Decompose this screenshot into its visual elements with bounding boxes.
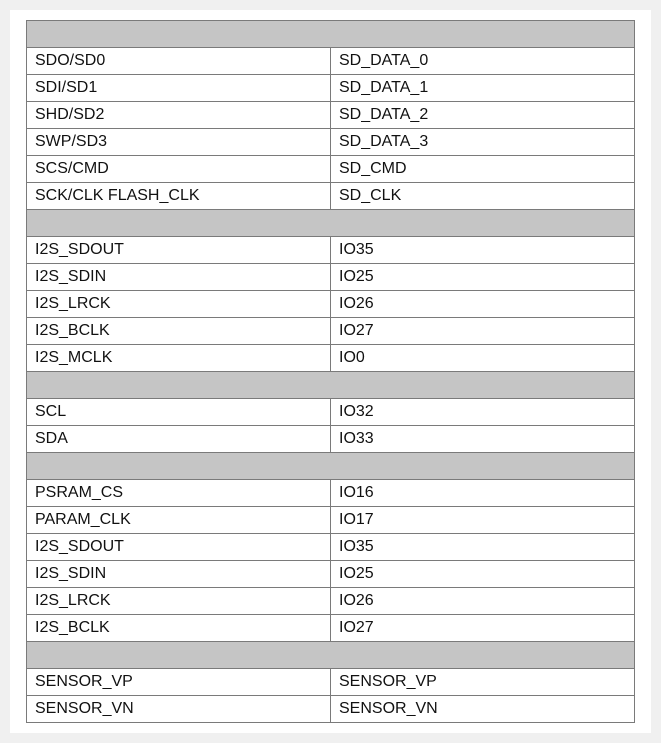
pin-name-cell: PSRAM_CS (27, 480, 331, 507)
table-row: SCS/CMDSD_CMD (27, 156, 635, 183)
table-row: I2S_BCLKIO27 (27, 318, 635, 345)
section-header-cell (27, 210, 635, 237)
signal-name-cell: IO32 (331, 399, 635, 426)
pin-name-cell: I2S_LRCK (27, 588, 331, 615)
pin-name-cell: SCL (27, 399, 331, 426)
signal-name-cell: SD_DATA_0 (331, 48, 635, 75)
section-header-row (27, 210, 635, 237)
signal-name-cell: IO26 (331, 291, 635, 318)
table-row: I2S_LRCKIO26 (27, 291, 635, 318)
signal-name-cell: SD_DATA_3 (331, 129, 635, 156)
pin-name-cell: SCS/CMD (27, 156, 331, 183)
pin-name-cell: I2S_LRCK (27, 291, 331, 318)
section-header-row (27, 372, 635, 399)
pin-name-cell: SDO/SD0 (27, 48, 331, 75)
section-header-row (27, 453, 635, 480)
signal-name-cell: IO0 (331, 345, 635, 372)
pin-name-cell: SCK/CLK FLASH_CLK (27, 183, 331, 210)
pin-name-cell: PARAM_CLK (27, 507, 331, 534)
signal-name-cell: SD_CMD (331, 156, 635, 183)
table-row: SWP/SD3SD_DATA_3 (27, 129, 635, 156)
table-row: PARAM_CLKIO17 (27, 507, 635, 534)
signal-name-cell: IO35 (331, 534, 635, 561)
table-row: PSRAM_CSIO16 (27, 480, 635, 507)
table-row: SENSOR_VNSENSOR_VN (27, 696, 635, 723)
pin-name-cell: SDI/SD1 (27, 75, 331, 102)
pin-mapping-table: SDO/SD0SD_DATA_0SDI/SD1SD_DATA_1SHD/SD2S… (26, 20, 635, 723)
signal-name-cell: SD_CLK (331, 183, 635, 210)
pin-name-cell: SWP/SD3 (27, 129, 331, 156)
table-row: I2S_LRCKIO26 (27, 588, 635, 615)
pin-name-cell: SENSOR_VP (27, 669, 331, 696)
pin-name-cell: I2S_SDOUT (27, 534, 331, 561)
signal-name-cell: SENSOR_VP (331, 669, 635, 696)
section-header-cell (27, 372, 635, 399)
table-row: SDI/SD1SD_DATA_1 (27, 75, 635, 102)
table-row: I2S_SDINIO25 (27, 561, 635, 588)
signal-name-cell: IO26 (331, 588, 635, 615)
section-header-row (27, 21, 635, 48)
table-row: I2S_SDOUTIO35 (27, 534, 635, 561)
pin-name-cell: I2S_SDOUT (27, 237, 331, 264)
signal-name-cell: SD_DATA_2 (331, 102, 635, 129)
table-row: SHD/SD2SD_DATA_2 (27, 102, 635, 129)
signal-name-cell: IO35 (331, 237, 635, 264)
pin-name-cell: I2S_SDIN (27, 561, 331, 588)
signal-name-cell: IO17 (331, 507, 635, 534)
section-header-cell (27, 453, 635, 480)
signal-name-cell: IO27 (331, 615, 635, 642)
signal-name-cell: SD_DATA_1 (331, 75, 635, 102)
signal-name-cell: IO33 (331, 426, 635, 453)
pin-name-cell: I2S_MCLK (27, 345, 331, 372)
pin-mapping-table-container: SDO/SD0SD_DATA_0SDI/SD1SD_DATA_1SHD/SD2S… (10, 10, 651, 733)
signal-name-cell: IO25 (331, 561, 635, 588)
signal-name-cell: IO25 (331, 264, 635, 291)
table-row: SCK/CLK FLASH_CLKSD_CLK (27, 183, 635, 210)
section-header-cell (27, 642, 635, 669)
table-row: SENSOR_VPSENSOR_VP (27, 669, 635, 696)
pin-name-cell: SDA (27, 426, 331, 453)
section-header-row (27, 642, 635, 669)
table-row: SDO/SD0SD_DATA_0 (27, 48, 635, 75)
signal-name-cell: SENSOR_VN (331, 696, 635, 723)
table-row: SCLIO32 (27, 399, 635, 426)
pin-name-cell: SHD/SD2 (27, 102, 331, 129)
signal-name-cell: IO27 (331, 318, 635, 345)
table-row: I2S_SDINIO25 (27, 264, 635, 291)
pin-name-cell: I2S_BCLK (27, 318, 331, 345)
table-row: I2S_MCLKIO0 (27, 345, 635, 372)
pin-name-cell: SENSOR_VN (27, 696, 331, 723)
pin-name-cell: I2S_BCLK (27, 615, 331, 642)
table-row: SDAIO33 (27, 426, 635, 453)
section-header-cell (27, 21, 635, 48)
table-row: I2S_BCLKIO27 (27, 615, 635, 642)
table-row: I2S_SDOUTIO35 (27, 237, 635, 264)
signal-name-cell: IO16 (331, 480, 635, 507)
pin-name-cell: I2S_SDIN (27, 264, 331, 291)
